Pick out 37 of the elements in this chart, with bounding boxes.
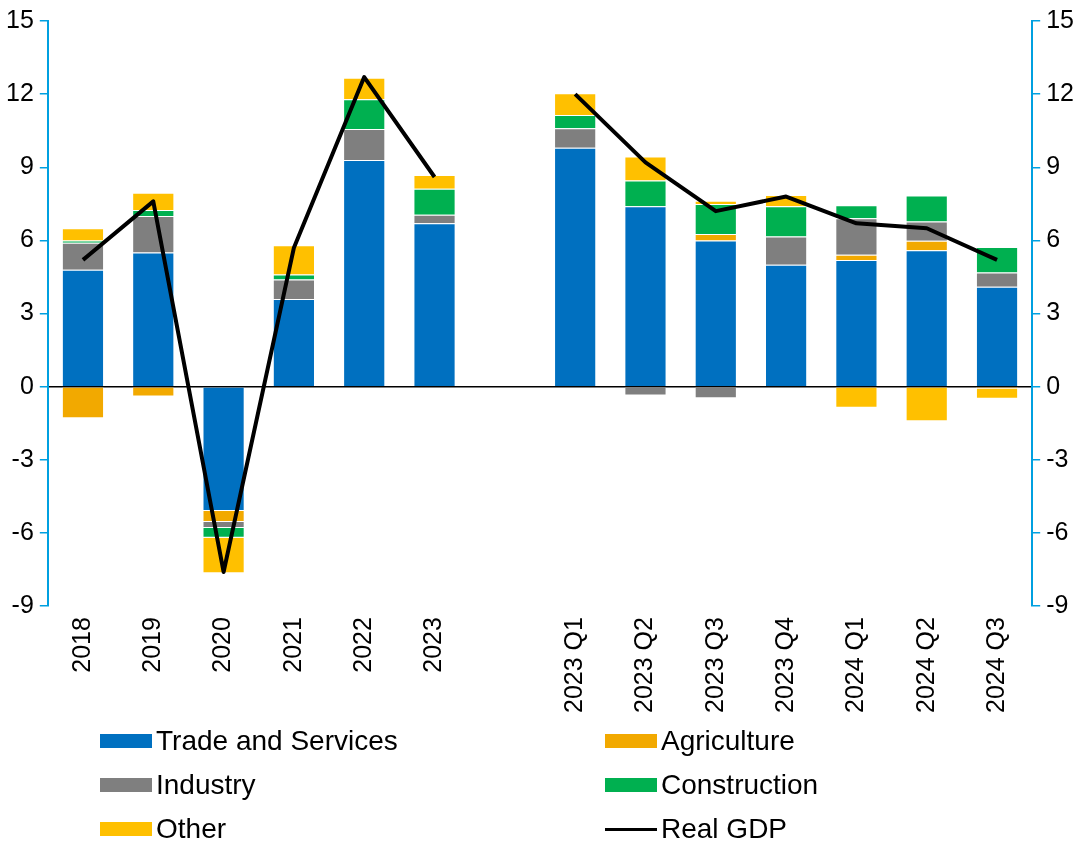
y2-tick-label: 6	[1046, 224, 1061, 253]
y-tick-label: -9	[11, 589, 34, 618]
x-tick-label: 2021	[277, 617, 306, 673]
x-tick-label: 2023 Q2	[629, 617, 658, 714]
x-tick-label: 2024 Q1	[840, 617, 869, 714]
y-tick-label: 0	[19, 370, 34, 399]
y-tick-label: 9	[19, 151, 34, 180]
y2-tick-label: 12	[1046, 78, 1074, 107]
y-tick-label: -6	[11, 516, 34, 545]
y-tick-label: 3	[19, 297, 34, 326]
x-tick-label: 2023 Q4	[769, 617, 798, 714]
y2-tick-label: 15	[1046, 4, 1074, 33]
x-tick-label: 2024 Q3	[980, 617, 1009, 714]
x-tick-label: 2023	[418, 617, 447, 673]
y2-tick-label: -9	[1046, 589, 1069, 618]
y-tick-label: 6	[19, 224, 34, 253]
legend-label: Industry	[156, 769, 256, 801]
y-tick-label: -3	[11, 443, 34, 472]
x-tick-label: 2023 Q3	[699, 617, 728, 714]
y2-tick-label: 3	[1046, 297, 1061, 326]
y2-tick-label: 0	[1046, 370, 1061, 399]
x-tick-label: 2024 Q2	[910, 617, 939, 714]
x-tick-label: 2022	[348, 617, 377, 673]
x-tick-label: 2019	[137, 617, 166, 673]
legend-label: Real GDP	[661, 813, 788, 845]
legend-label: Construction	[661, 769, 819, 801]
x-tick-label: 2023 Q1	[559, 617, 588, 714]
x-tick-label: 2018	[66, 617, 95, 673]
y2-tick-label: -6	[1046, 516, 1069, 545]
legend-label: Trade and Services	[156, 725, 398, 757]
legend-label: Agriculture	[661, 725, 795, 757]
y-tick-label: 12	[6, 78, 34, 107]
y2-tick-label: 9	[1046, 151, 1061, 180]
y-tick-label: 15	[6, 4, 34, 33]
x-tick-label: 2020	[207, 617, 236, 673]
y2-tick-label: -3	[1046, 443, 1069, 472]
legend-label: Other	[156, 813, 227, 845]
